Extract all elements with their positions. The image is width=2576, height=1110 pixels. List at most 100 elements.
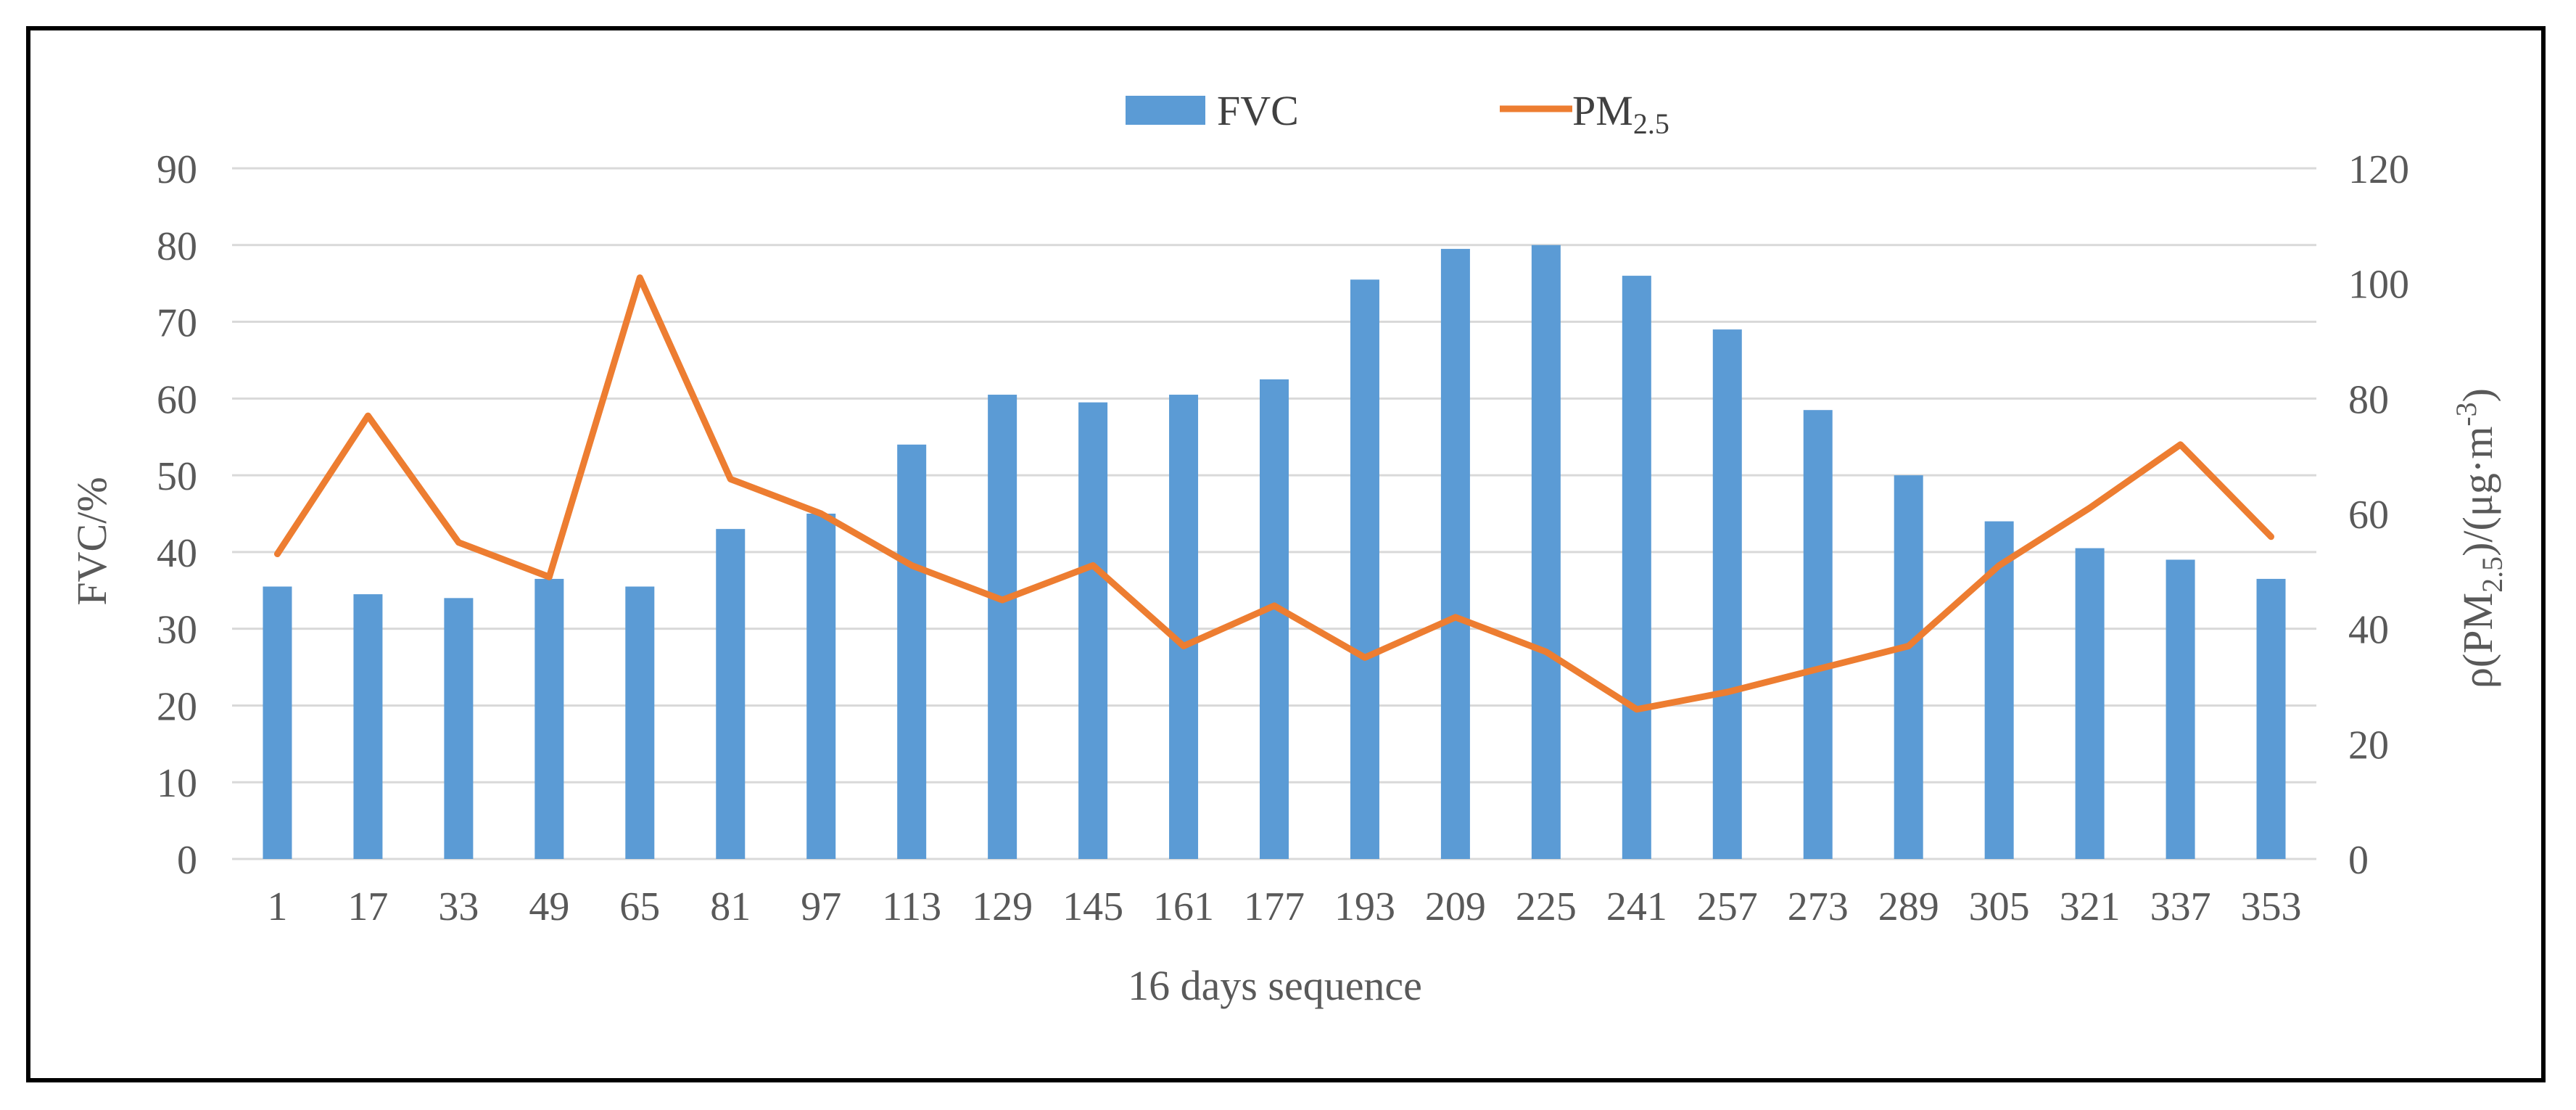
pm25-point: [2089, 507, 2091, 509]
x-tick-label: 177: [1244, 884, 1305, 929]
x-tick-label: 289: [1878, 884, 1939, 929]
pm25-point: [2271, 536, 2272, 538]
left-tick-label: 70: [157, 301, 197, 346]
fvc-bar: [2256, 578, 2286, 859]
pm25-point: [367, 415, 368, 416]
x-tick-label: 65: [619, 884, 660, 929]
fvc-bar: [534, 578, 564, 859]
pm25-point: [1273, 605, 1275, 607]
left-tick-label: 60: [157, 377, 197, 422]
left-tick-label: 80: [157, 224, 197, 269]
x-tick-label: 113: [882, 884, 941, 929]
left-tick-label: 50: [157, 454, 197, 499]
x-tick-label: 1: [267, 884, 287, 929]
x-tick-label: 337: [2150, 884, 2211, 929]
x-tick-label: 353: [2241, 884, 2302, 929]
pm25-point: [2180, 444, 2181, 445]
fvc-bar: [1078, 402, 1108, 859]
x-tick-label: 321: [2060, 884, 2121, 929]
fvc-bar: [716, 529, 746, 859]
right-tick-label: 60: [2348, 493, 2389, 538]
x-tick-label: 33: [438, 884, 479, 929]
fvc-bar: [625, 586, 655, 859]
x-tick-label: 193: [1334, 884, 1395, 929]
fvc-bars: [263, 244, 2286, 860]
legend-fvc-swatch: [1126, 96, 1205, 125]
x-tick-label: 97: [801, 884, 841, 929]
x-tick-label: 305: [1969, 884, 2030, 929]
left-tick-label: 20: [157, 684, 197, 729]
fvc-bar: [988, 395, 1017, 859]
pm25-point: [911, 564, 912, 566]
pm25-point: [1545, 651, 1547, 652]
pm25-point: [1727, 691, 1728, 693]
pm25-point: [458, 542, 459, 543]
pm25-point: [276, 554, 278, 555]
fvc-bar: [1531, 244, 1561, 859]
pm25-point: [1455, 617, 1456, 618]
fvc-bar: [1803, 410, 1833, 859]
pm25-point: [1002, 599, 1003, 601]
pm25-series-line: [273, 274, 2275, 713]
right-tick-label: 40: [2348, 608, 2389, 653]
right-tick-label: 100: [2348, 263, 2409, 308]
x-axis-title: 16 days sequence: [1128, 962, 1422, 1009]
x-tick-label: 17: [347, 884, 388, 929]
combo-chart: 0 10 20 30 40 50 60 70 80 90 0 20 40 60 80 100 120 1 17 3…: [68, 87, 2509, 1009]
fvc-bar: [806, 514, 836, 859]
left-tick-label: 30: [157, 608, 197, 653]
left-tick-label: 0: [177, 838, 197, 883]
pm25-point: [1817, 668, 1819, 670]
chart-frame: 0 10 20 30 40 50 60 70 80 90 0 20 40 60 80 100 120 1 17 3…: [26, 26, 2546, 1082]
x-tick-label: 257: [1697, 884, 1758, 929]
pm25-point: [1636, 709, 1638, 710]
right-tick-label: 120: [2348, 147, 2409, 192]
fvc-bar: [1350, 279, 1379, 859]
right-tick-label: 20: [2348, 723, 2389, 768]
fvc-bar: [1260, 379, 1289, 859]
left-axis-title: FVC/%: [68, 477, 115, 605]
x-tick-label: 145: [1062, 884, 1123, 929]
pm25-point: [1999, 564, 2000, 566]
x-tick-label: 49: [529, 884, 569, 929]
left-tick-label: 10: [157, 761, 197, 806]
fvc-bar: [1712, 329, 1742, 860]
fvc-bar: [1440, 249, 1470, 860]
x-tick-label: 81: [710, 884, 751, 929]
right-tick-label: 0: [2348, 838, 2369, 883]
x-tick-label: 225: [1516, 884, 1577, 929]
x-tick-label: 129: [972, 884, 1033, 929]
pm25-point: [1092, 564, 1094, 566]
pm25-point: [548, 576, 550, 577]
fvc-bar: [2075, 548, 2105, 859]
pm25-point: [639, 277, 640, 279]
right-axis-ticks: 0 20 40 60 80 100 120: [2348, 147, 2409, 883]
x-tick-label: 241: [1606, 884, 1667, 929]
x-tick-label: 273: [1788, 884, 1849, 929]
fvc-bar: [2166, 559, 2195, 859]
fvc-bar: [263, 586, 292, 859]
legend-fvc-label: FVC: [1217, 87, 1299, 134]
fvc-bar: [1622, 276, 1651, 860]
pm25-point: [820, 513, 822, 514]
legend: FVC PM2.5: [1126, 87, 1669, 140]
left-axis-ticks: 0 10 20 30 40 50 60 70 80 90: [157, 147, 197, 883]
fvc-bar: [444, 598, 474, 859]
fvc-bar: [1169, 395, 1199, 859]
x-axis-ticks: 1 17 33 49 65 81 97 113 129 145 161 177 193 209 225 241…: [267, 884, 2301, 929]
pm25-point: [1183, 645, 1184, 646]
fvc-bar: [353, 594, 383, 859]
left-tick-label: 40: [157, 531, 197, 576]
fvc-bar: [1894, 475, 1923, 859]
x-tick-label: 209: [1425, 884, 1486, 929]
pm25-point: [730, 478, 731, 480]
fvc-bar: [897, 444, 927, 859]
right-tick-label: 80: [2348, 377, 2389, 422]
right-axis-title: ρ(PM2.5)/(μg·m-3): [2450, 388, 2509, 688]
left-tick-label: 90: [157, 147, 197, 192]
pm25-point: [1364, 657, 1366, 658]
pm25-line: [273, 274, 2275, 713]
x-tick-label: 161: [1153, 884, 1214, 929]
legend-pm25-label: PM2.5: [1572, 87, 1669, 140]
pm25-point: [1908, 645, 1910, 646]
